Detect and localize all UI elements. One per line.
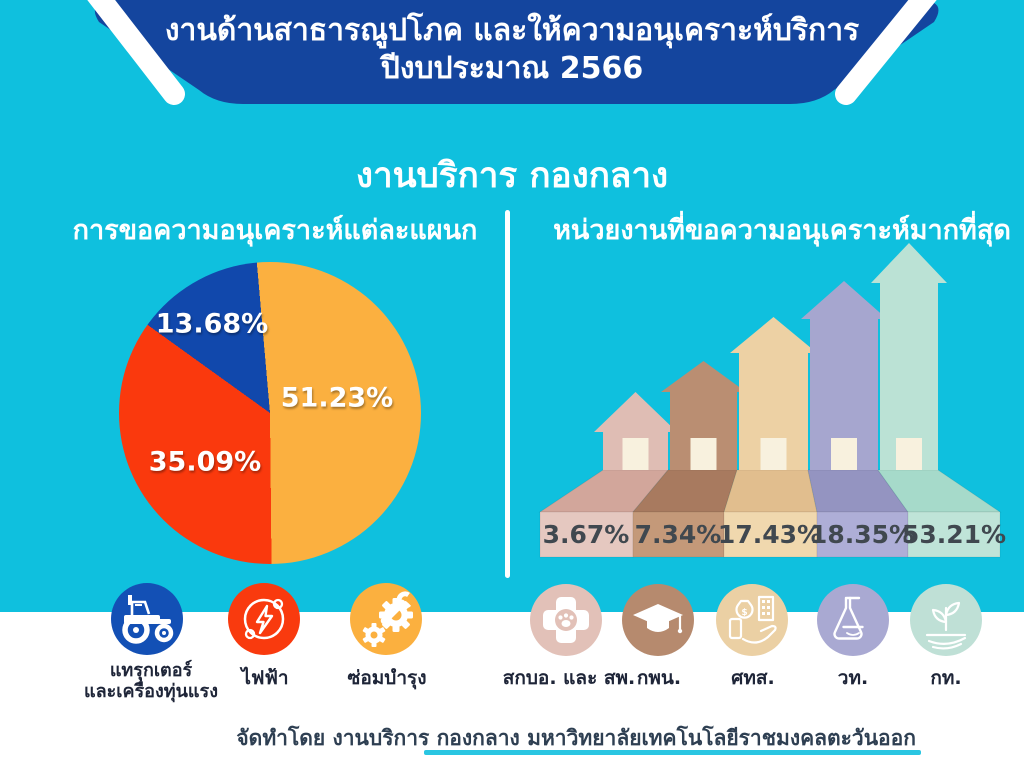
unit-label-2: กพน. [636, 667, 682, 689]
page-title: งานบริการ กองกลาง [355, 156, 669, 196]
tractor-label-line1: แทรุกเตอร์ [109, 660, 193, 681]
unit-label-5: กท. [930, 667, 962, 689]
unit-label-4: วท. [837, 667, 869, 689]
graduation-legend-circle [622, 584, 694, 656]
flask-icon [833, 596, 864, 640]
pie-chart: 51.23% 35.09% 13.68% [119, 262, 421, 564]
value-label-2: 7.34% [635, 520, 722, 549]
house-arrow-1 [594, 392, 677, 470]
electricity-icon [243, 598, 285, 640]
right-section-heading: หน่วยงานที่ขอความอนุเคราะห์มากที่สุด [553, 215, 1011, 246]
footer-credit: จัดทำโดย งานบริการ กองกลาง มหาวิทยาลัยเท… [236, 726, 916, 750]
maintenance-icon [362, 591, 414, 647]
unit-label-3: ศทส. [731, 667, 775, 689]
value-label-1: 3.67% [543, 520, 630, 549]
money-hand-icon: $ [728, 595, 777, 644]
value-label-3: 17.43% [718, 520, 822, 549]
header-banner [87, 0, 939, 105]
footer-underline [424, 750, 921, 755]
tractor-label: แทรุกเตอร์ และเครื่องทุ่นแรง [84, 660, 218, 702]
chart-floor [538, 469, 1002, 513]
med-paw-legend-circle [530, 584, 602, 656]
banner-right-slash [835, 0, 937, 105]
pie-slice-label-electricity: 35.09% [148, 446, 262, 478]
tractor-label-line2: และเครื่องทุ่นแรง [84, 681, 218, 702]
plant-field-icon [925, 601, 967, 650]
pie-slice-label-tractor: 13.68% [155, 308, 269, 340]
pie-slice-label-maintenance: 51.23% [280, 382, 394, 414]
medical-paw-icon [543, 597, 589, 643]
plant-field-legend-circle [910, 584, 982, 656]
house-arrow-5 [871, 243, 947, 470]
chart-front-band [539, 511, 1001, 558]
house-arrow-3 [730, 317, 817, 470]
electricity-legend-circle [228, 583, 300, 655]
banner-title-line2: ปีงบประมาณ 2566 [380, 51, 644, 86]
tractor-icon [122, 595, 174, 644]
value-label-5: 53.21% [902, 520, 1006, 549]
value-label-4: 18.35% [810, 520, 914, 549]
house-doors [622, 438, 922, 470]
banner-shape [94, 0, 939, 104]
house-arrow-chart: 3.67% 7.34% 17.43% 18.35% 53.21% [538, 243, 1006, 558]
svg-text:$: $ [741, 608, 747, 618]
house-arrow-2 [661, 361, 746, 470]
money-hand-legend-circle: $ [716, 584, 788, 656]
maintenance-label: ซ่อมบำรุง [347, 667, 427, 689]
house-arrows [594, 243, 947, 470]
tractor-legend-circle [111, 583, 183, 655]
unit-label-1: สกบอ. และ สพ. [502, 667, 636, 689]
electricity-label: ไฟฟ้า [241, 667, 289, 689]
graduation-cap-icon [633, 604, 683, 634]
left-section-heading: การขอความอนุเคราะห์แต่ละแผนก [72, 215, 478, 246]
banner-left-slash [87, 0, 185, 105]
house-arrow-4 [801, 281, 887, 470]
maintenance-legend-circle [350, 583, 422, 655]
vertical-divider [505, 210, 510, 578]
banner-title: งานด้านสาธารณูปโภค และให้ความอนุเคราะห์บ… [132, 12, 892, 88]
value-labels: 3.67% 7.34% 17.43% 18.35% 53.21% [543, 520, 1006, 549]
flask-legend-circle [817, 584, 889, 656]
banner-title-line1: งานด้านสาธารณูปโภค และให้ความอนุเคราะห์บ… [164, 13, 860, 48]
